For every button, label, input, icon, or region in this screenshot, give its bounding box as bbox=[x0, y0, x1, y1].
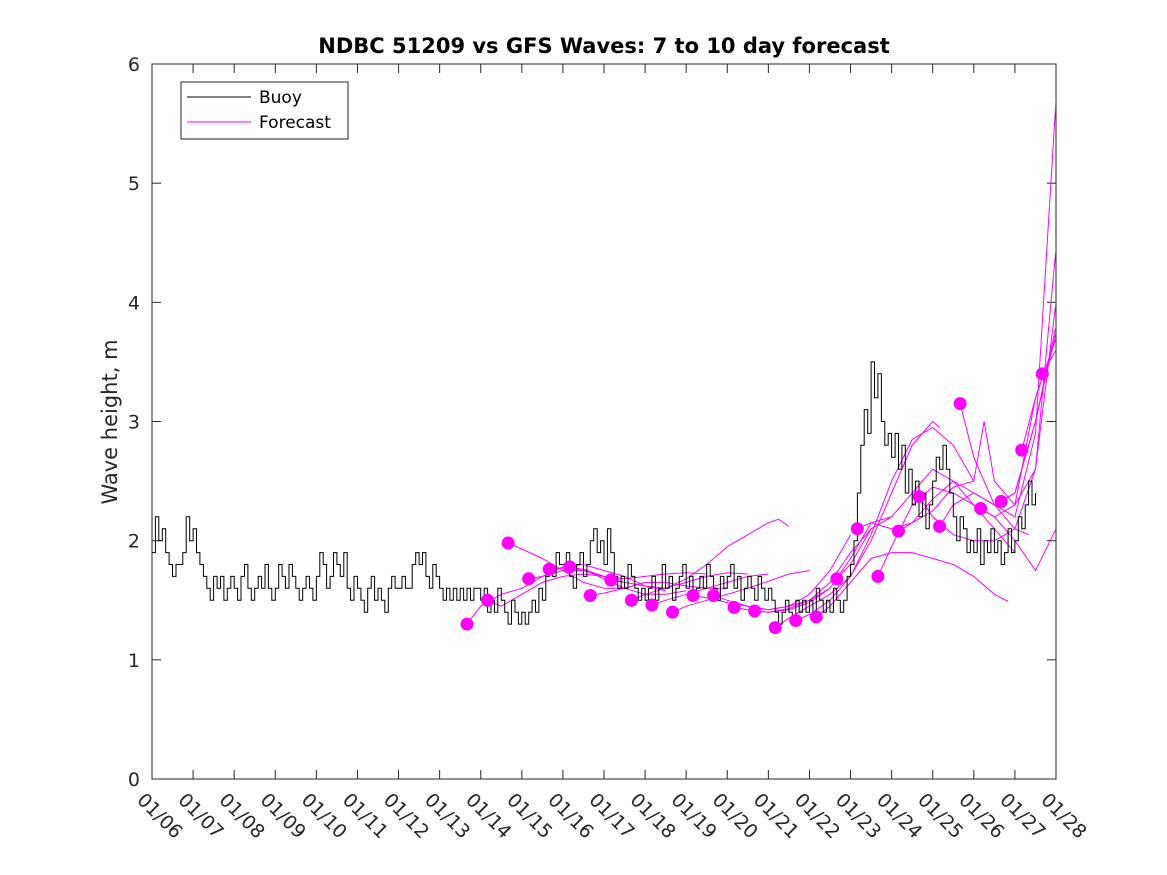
forecast-line-11 bbox=[672, 570, 810, 613]
forecast-line-13 bbox=[713, 534, 851, 611]
x-tick-label: 01/22 bbox=[790, 789, 844, 843]
forecast-marker-8 bbox=[604, 573, 618, 587]
forecast-line-4 bbox=[528, 563, 666, 592]
x-tick-label: 01/20 bbox=[708, 789, 762, 843]
forecast-marker-16 bbox=[768, 621, 782, 635]
y-tick-label: 5 bbox=[128, 173, 140, 195]
y-tick-label: 6 bbox=[128, 54, 140, 76]
forecast-marker-25 bbox=[953, 397, 967, 411]
x-tick-label: 01/10 bbox=[297, 789, 351, 843]
x-tick-label: 01/12 bbox=[379, 789, 433, 843]
x-tick-label: 01/14 bbox=[461, 789, 515, 843]
forecast-marker-15 bbox=[748, 604, 762, 618]
y-tick-label: 0 bbox=[128, 769, 140, 791]
x-tick-label: 01/24 bbox=[872, 789, 926, 843]
forecast-marker-4 bbox=[522, 572, 536, 586]
plot-frame bbox=[151, 63, 1057, 780]
forecast-marker-3 bbox=[501, 536, 515, 550]
x-tick-label: 01/28 bbox=[1036, 789, 1090, 843]
y-tick-label: 2 bbox=[128, 531, 140, 553]
x-tick-label: 01/26 bbox=[954, 789, 1008, 843]
x-tick-label: 01/16 bbox=[543, 789, 597, 843]
forecast-marker-13 bbox=[707, 588, 721, 602]
forecast-line-25 bbox=[959, 99, 1056, 518]
forecast-marker-22 bbox=[891, 524, 905, 538]
legend-label-buoy: Buoy bbox=[259, 88, 302, 108]
forecast-marker-5 bbox=[542, 562, 556, 576]
y-tick-label: 4 bbox=[128, 292, 140, 314]
x-tick-label: 01/25 bbox=[913, 789, 967, 843]
x-tick-label: 01/15 bbox=[502, 789, 556, 843]
forecast-marker-7 bbox=[583, 588, 597, 602]
forecast-line-28 bbox=[1021, 337, 1056, 451]
forecast-marker-21 bbox=[871, 569, 885, 583]
forecast-line-18 bbox=[815, 552, 1009, 618]
forecast-marker-24 bbox=[933, 519, 947, 533]
x-tick-label: 01/09 bbox=[256, 789, 310, 843]
forecast-line-27 bbox=[1000, 331, 1056, 502]
forecast-marker-12 bbox=[686, 588, 700, 602]
forecast-marker-6 bbox=[563, 560, 577, 574]
series-layer bbox=[152, 99, 1056, 635]
forecast-marker-10 bbox=[645, 598, 659, 612]
x-tick-label: 01/18 bbox=[626, 789, 680, 843]
x-tick-label: 01/17 bbox=[584, 789, 638, 843]
forecast-line-19 bbox=[836, 468, 1016, 580]
y-tick-label: 1 bbox=[128, 650, 140, 672]
forecast-marker-17 bbox=[789, 614, 803, 628]
x-tick-label: 01/11 bbox=[338, 789, 392, 843]
buoy-line bbox=[152, 361, 1036, 625]
forecast-marker-9 bbox=[624, 593, 638, 607]
x-tick-label: 01/27 bbox=[995, 789, 1049, 843]
x-tick-label: 01/07 bbox=[174, 789, 228, 843]
x-tick-label: 01/19 bbox=[667, 789, 721, 843]
x-tick-label: 01/23 bbox=[831, 789, 885, 843]
x-tick-label: 01/13 bbox=[420, 789, 474, 843]
forecast-marker-1 bbox=[460, 617, 474, 631]
legend-box bbox=[180, 81, 349, 140]
forecast-marker-28 bbox=[1015, 443, 1029, 457]
legend-label-forecast: Forecast bbox=[259, 113, 331, 133]
forecast-marker-26 bbox=[974, 501, 988, 515]
forecast-line-17 bbox=[795, 426, 975, 621]
forecast-marker-20 bbox=[850, 522, 864, 536]
forecast-marker-14 bbox=[727, 600, 741, 614]
forecast-marker-19 bbox=[830, 572, 844, 586]
legend: Buoy Forecast bbox=[180, 81, 349, 140]
forecast-marker-29 bbox=[1035, 367, 1049, 381]
y-tick-label: 3 bbox=[128, 412, 140, 434]
forecast-marker-23 bbox=[912, 490, 926, 504]
y-axis-label: Wave height, m bbox=[98, 339, 122, 504]
forecast-marker-11 bbox=[665, 605, 679, 619]
x-tick-label: 01/08 bbox=[215, 789, 269, 843]
x-tick-label: 01/06 bbox=[132, 789, 186, 843]
x-tick-label: 01/21 bbox=[749, 789, 803, 843]
plot-layer: 012345601/0601/0701/0801/0901/1001/1101/… bbox=[128, 54, 1091, 843]
forecast-marker-18 bbox=[809, 610, 823, 624]
forecast-marker-27 bbox=[994, 494, 1008, 508]
chart-title: NDBC 51209 vs GFS Waves: 7 to 10 day for… bbox=[318, 34, 889, 58]
forecast-marker-2 bbox=[481, 593, 495, 607]
